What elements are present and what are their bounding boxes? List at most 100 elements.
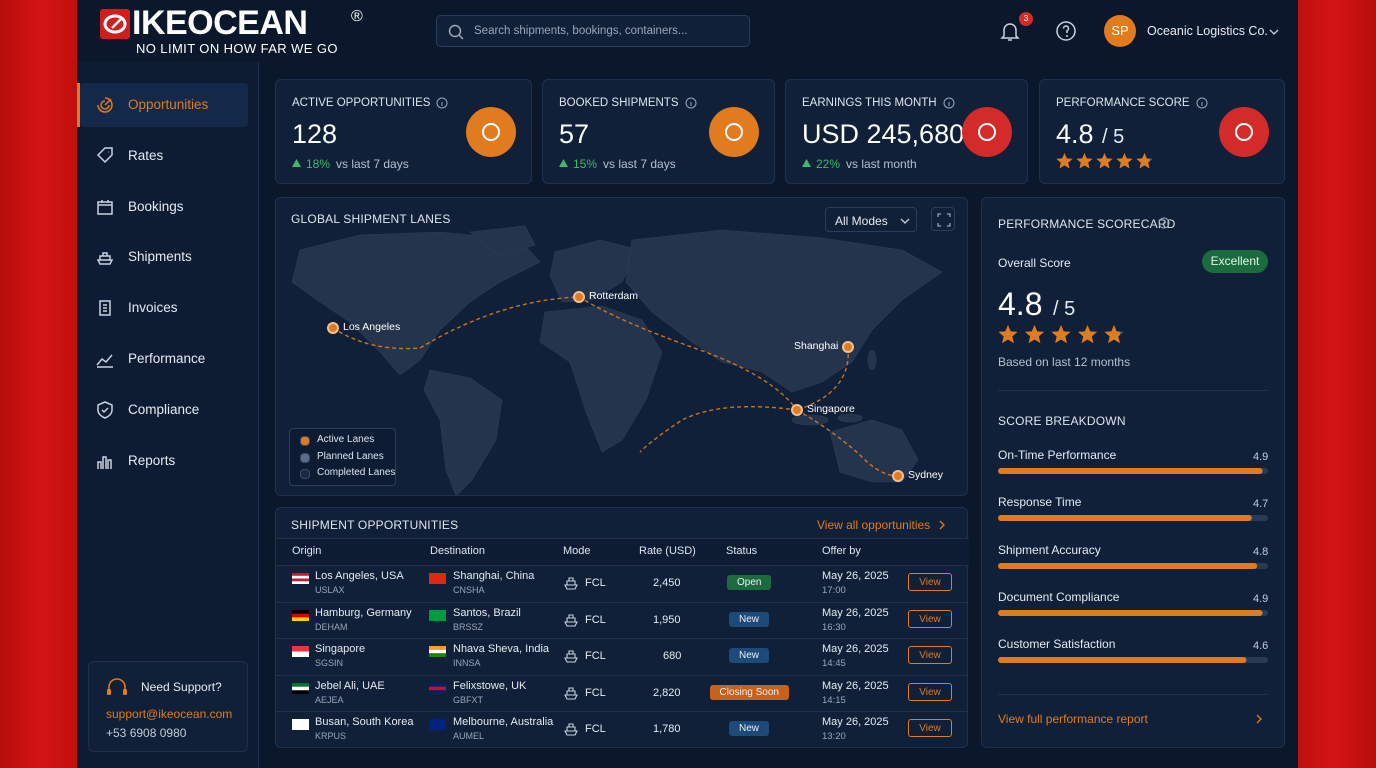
offer-date: May 26, 2025 <box>822 643 889 656</box>
column-header: Rate (USD) <box>639 545 696 557</box>
scorecard-link[interactable]: View full performance report <box>998 712 1148 726</box>
nav-icon <box>97 97 113 113</box>
nav-icon-path <box>96 252 114 266</box>
flag-stripe <box>292 581 309 584</box>
flag-stripe <box>429 686 446 691</box>
star <box>1056 153 1073 169</box>
view-button[interactable]: View <box>908 609 952 628</box>
flag-stripe <box>429 682 446 687</box>
brand-name[interactable]: IKEOCEAN <box>132 4 308 42</box>
row-divider <box>276 638 967 640</box>
nav-item[interactable]: Compliance <box>128 401 200 417</box>
nav-item[interactable]: Rates <box>128 147 164 163</box>
nav-icon <box>97 455 112 469</box>
help-icon[interactable] <box>1055 20 1077 42</box>
nav-item[interactable]: Reports <box>128 452 176 468</box>
kpi-card: BOOKED SHIPMENTS 57 15% vs last 7 days <box>542 79 775 184</box>
mode-icon-path <box>564 614 578 627</box>
destination: Shanghai, China <box>453 570 535 582</box>
flag <box>429 682 446 694</box>
mode: FCL <box>585 650 606 663</box>
destination: Felixstowe, UK <box>453 679 527 692</box>
bar <box>998 515 1252 522</box>
nav-item[interactable]: Invoices <box>128 300 178 316</box>
support-email[interactable]: support@ikeocean.com <box>106 707 233 721</box>
kpi-out-of: / 5 <box>1102 126 1125 148</box>
support-box: Need Support? support@ikeocean.com +53 6… <box>88 661 248 752</box>
expand-button[interactable] <box>931 207 955 231</box>
origin-code: DEHAM <box>315 621 348 632</box>
star <box>1077 325 1098 344</box>
kpi-card: PERFORMANCE SCORE 4.8 / 5 <box>1039 79 1285 184</box>
scorecard-link-chevron[interactable] <box>1254 714 1264 724</box>
star <box>1116 153 1133 169</box>
notification-bell[interactable] <box>998 19 1022 43</box>
nav-item[interactable]: Shipments <box>128 249 192 265</box>
kpi-label: ACTIVE OPPORTUNITIES <box>292 97 431 109</box>
destination-code: CNSHA <box>453 585 485 595</box>
port-label[interactable]: Rotterdam <box>589 290 639 302</box>
port-label[interactable]: Sydney <box>908 469 944 481</box>
port-label[interactable]: Singapore <box>807 403 855 415</box>
kpi-card: EARNINGS THIS MONTH USD 245,680 22% vs last… <box>785 79 1028 184</box>
nav-icon-path <box>99 300 111 316</box>
kpi-icon-glyph <box>978 123 996 141</box>
nav-icon-path <box>96 147 113 163</box>
flag-stripe <box>429 653 446 658</box>
kpi-icon-glyph <box>1235 123 1253 141</box>
mode-icon-path <box>564 687 578 700</box>
offer-date: May 26, 2025 <box>822 716 889 729</box>
port-label[interactable]: Shanghai <box>794 340 839 352</box>
mode-filter[interactable]: All Modes <box>825 207 917 232</box>
kpi-note: vs last 7 days <box>603 157 676 171</box>
nav-item[interactable]: Performance <box>128 351 206 366</box>
port-label[interactable]: Los Angeles <box>343 321 401 333</box>
company-chevron[interactable] <box>1269 27 1279 37</box>
star <box>998 325 1018 344</box>
flag <box>292 609 309 621</box>
info-icon <box>1196 97 1208 109</box>
breakdown-label: Document Compliance <box>998 589 1120 604</box>
origin: Los Angeles, USA <box>315 570 404 582</box>
column-header: Mode <box>563 545 591 557</box>
star <box>1024 325 1045 344</box>
trend-up-path <box>292 159 301 167</box>
view-button[interactable]: View <box>908 719 952 738</box>
nav-icon <box>96 147 113 163</box>
company-name[interactable]: Oceanic Logistics Co. <box>1147 24 1268 38</box>
legend-dot <box>300 469 310 479</box>
bar <box>998 562 1258 569</box>
view-button[interactable]: View <box>908 682 952 701</box>
info-icon <box>943 97 955 109</box>
nav-active-bg <box>80 83 248 127</box>
user-avatar[interactable]: SP <box>1104 15 1136 47</box>
kpi-change: 15% <box>573 157 598 171</box>
trend-up-path <box>559 159 568 167</box>
search-icon <box>448 24 464 40</box>
view-button[interactable]: View <box>908 646 952 665</box>
mode: FCL <box>585 613 606 626</box>
view-button[interactable]: View <box>908 573 952 591</box>
flag-stripe <box>429 573 446 584</box>
rate: 2,450 <box>653 577 681 589</box>
table-link-chevron[interactable] <box>937 520 947 530</box>
info-circle <box>436 97 448 109</box>
nav-item[interactable]: Opportunities <box>128 97 209 112</box>
kpi-icon-ring <box>978 123 996 141</box>
breakdown-bar <box>998 468 1268 474</box>
star-rating <box>1056 153 1153 169</box>
flag-stripe <box>429 609 446 621</box>
divider <box>998 390 1268 391</box>
flag <box>429 646 446 658</box>
nav-item[interactable]: Bookings <box>128 198 184 214</box>
table-link[interactable]: View all opportunities <box>817 518 931 532</box>
destination-code: INNSA <box>453 658 481 669</box>
search-box[interactable]: Search shipments, bookings, containers..… <box>436 15 750 47</box>
star-rating <box>998 325 1124 344</box>
scorecard: PERFORMANCE SCORECARD Overall Score Exce… <box>981 197 1285 748</box>
rate: 1,780 <box>653 723 681 736</box>
kpi-card: ACTIVE OPPORTUNITIES 128 18% vs last 7 days <box>275 79 532 184</box>
destination-code: GBFXT <box>453 694 484 705</box>
mode: FCL <box>585 723 606 736</box>
origin-code: KRPUS <box>315 731 347 742</box>
